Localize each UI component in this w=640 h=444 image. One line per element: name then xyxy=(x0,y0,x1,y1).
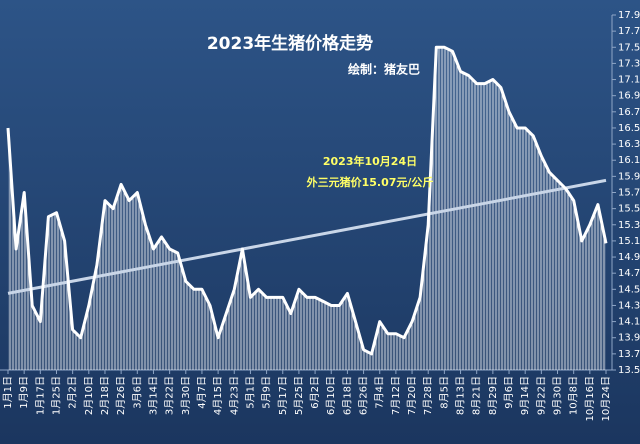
x-tick-label: 10月16日 xyxy=(584,376,596,421)
x-tick-label: 2月2日 xyxy=(67,376,79,409)
x-tick-label: 1月1日 xyxy=(2,376,14,409)
x-tick-label: 7月12日 xyxy=(390,376,402,415)
y-tick-label: 17.5 xyxy=(618,42,640,53)
x-tick-label: 9月6日 xyxy=(503,376,515,409)
x-tick-label: 9月14日 xyxy=(519,376,531,415)
x-tick-label: 1月25日 xyxy=(50,376,62,415)
x-tick-label: 3月30日 xyxy=(180,376,192,415)
x-tick-label: 10月24日 xyxy=(600,376,612,421)
x-tick-label: 6月2日 xyxy=(309,376,321,409)
y-tick-label: 14.9 xyxy=(618,252,640,263)
y-tick-label: 15.1 xyxy=(618,236,640,247)
x-tick-label: 5月9日 xyxy=(261,376,273,409)
annotation: 2023年10月24日 xyxy=(323,154,417,168)
subtitle: 绘制：猪友巴 xyxy=(348,62,420,77)
x-tick-label: 9月30日 xyxy=(552,376,564,415)
y-tick-label: 13.7 xyxy=(618,349,640,360)
y-tick-label: 13.9 xyxy=(618,333,640,344)
x-tick-label: 7月4日 xyxy=(374,376,386,409)
x-tick-label: 7月20日 xyxy=(406,376,418,415)
trend-line xyxy=(7,178,607,295)
x-tick-label: 3月14日 xyxy=(147,376,159,415)
y-tick-label: 13.5 xyxy=(618,365,640,376)
y-tick-label: 15.3 xyxy=(618,220,640,231)
x-tick-label: 3月6日 xyxy=(131,376,143,409)
y-tick-label: 14.1 xyxy=(618,317,640,328)
x-tick-label: 8月29日 xyxy=(487,376,499,415)
y-tick-label: 14.5 xyxy=(618,284,640,295)
x-tick-label: 1月17日 xyxy=(34,376,46,415)
x-tick-label: 6月18日 xyxy=(341,376,353,415)
y-tick-label: 17.7 xyxy=(618,26,640,37)
y-tick-label: 16.5 xyxy=(618,123,640,134)
y-tick-label: 15.9 xyxy=(618,171,640,182)
x-tick-label: 6月10日 xyxy=(325,376,337,415)
x-tick-label: 2月18日 xyxy=(99,376,111,415)
annotation: 外三元猪价15.07元/公斤 xyxy=(306,175,434,189)
x-tick-label: 5月25日 xyxy=(293,376,305,415)
y-tick-label: 17.3 xyxy=(618,58,640,69)
x-tick-label: 4月7日 xyxy=(196,376,208,409)
x-tick-label: 9月22日 xyxy=(535,376,547,415)
x-tick-label: 2月10日 xyxy=(83,376,95,415)
y-tick-label: 15.7 xyxy=(618,188,640,199)
x-tick-label: 4月15日 xyxy=(212,376,224,415)
y-tick-label: 16.1 xyxy=(618,155,640,166)
x-tick-label: 5月1日 xyxy=(244,376,256,409)
y-tick-label: 17.1 xyxy=(618,75,640,86)
x-tick-label: 3月22日 xyxy=(164,376,176,415)
y-tick-label: 16.3 xyxy=(618,139,640,150)
x-tick-label: 8月21日 xyxy=(471,376,483,415)
area xyxy=(8,47,606,371)
x-tick-label: 8月13日 xyxy=(455,376,467,415)
x-tick-label: 4月23日 xyxy=(228,376,240,415)
y-tick-label: 15.5 xyxy=(618,204,640,215)
x-tick-label: 2月26日 xyxy=(115,376,127,415)
y-tick-label: 17.9 xyxy=(618,10,640,21)
x-tick-label: 8月5日 xyxy=(438,376,450,409)
y-tick-label: 14.7 xyxy=(618,268,640,279)
x-tick-label: 6月26日 xyxy=(358,376,370,415)
x-tick-label: 7月28日 xyxy=(422,376,434,415)
x-tick-label: 5月17日 xyxy=(277,376,289,415)
y-tick-label: 14.3 xyxy=(618,300,640,311)
x-tick-label: 10月8日 xyxy=(568,376,580,415)
chart-title: 2023年生猪价格走势 xyxy=(207,33,373,54)
line xyxy=(6,45,608,356)
y-tick-label: 16.9 xyxy=(618,91,640,102)
x-tick-label: 1月9日 xyxy=(18,376,30,409)
y-tick-label: 16.7 xyxy=(618,107,640,118)
